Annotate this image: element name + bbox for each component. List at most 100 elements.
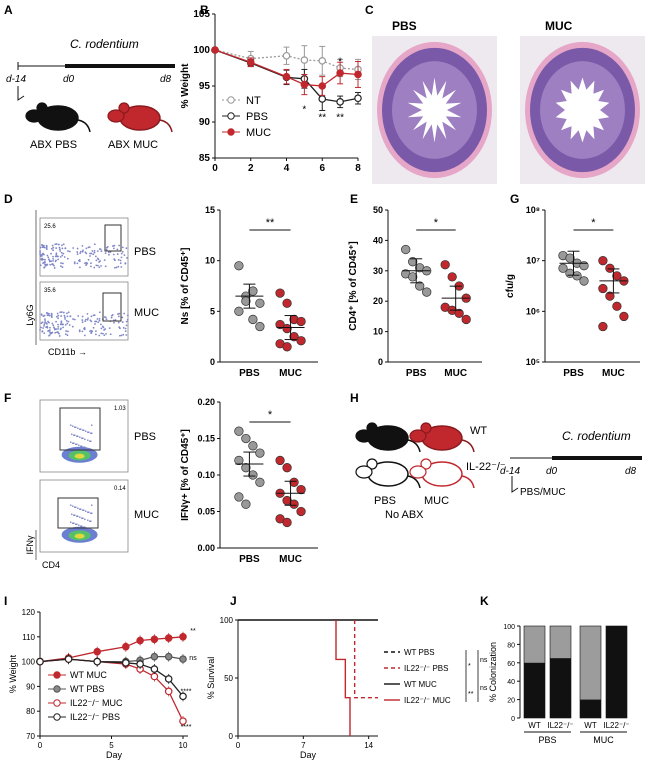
flow-dot [64,316,66,319]
flow-dot [108,251,110,254]
b-sig: ** [336,112,344,123]
panel-label-G: G [510,192,519,206]
f-plot-point [241,463,251,473]
i-ytick-label: 80 [26,707,35,716]
flow-dot [95,320,98,323]
e-plot-ytick-label: 10 [373,327,383,337]
flow-dot [39,250,41,253]
flow-dot [55,253,58,256]
flow-dot [72,425,74,428]
f-plot-xtick-label: MUC [279,554,302,565]
b-ytick-label: 95 [199,81,211,92]
flow-dot [91,330,94,333]
flow-dot [73,261,76,264]
flow-dot [45,247,48,249]
flow-dot [83,327,85,330]
flow-dot [122,326,125,329]
flow-dot [62,243,65,246]
mouse-tail [461,475,475,489]
e-plot-ytick-label: 20 [373,296,383,306]
flow-dot [57,243,60,246]
i-sig: ns [189,655,197,662]
b-ytick-label: 105 [193,9,210,20]
flow-dot [81,437,83,440]
i-point [179,692,187,701]
flow-dot [48,260,51,263]
k-group-label: PBS [538,735,556,745]
flow-dot [61,244,63,247]
flow-dot [65,330,68,332]
h-title: C. rodentium [562,429,631,443]
flow-dot [70,521,72,523]
histo-lumen [407,77,462,143]
flow-dot [96,257,99,260]
i-point [150,652,159,661]
flow-dot [87,519,89,521]
f-plot-point [275,455,285,466]
flow-dot [78,330,81,333]
mouse-tail [159,119,173,133]
flow-dot [79,508,81,511]
flow-dot [48,334,51,337]
b-ytick-label: 100 [193,45,210,56]
flow-gate-value: 1.03 [114,406,126,412]
flow-dot [64,333,67,336]
flow-dot [120,334,123,337]
panel-label-A: A [4,3,13,17]
flow-dot [51,244,54,247]
flow-dot [66,334,69,337]
j-legend-label: IL22⁻/⁻ PBS [404,664,448,673]
d-flow-xaxis: CD11b → [48,347,87,357]
flow-dot [43,314,46,317]
flow-dot [78,444,80,447]
flow-dot [119,262,122,265]
flow-dot [120,252,123,255]
flow-dot [93,243,96,246]
flow-dot [62,311,65,314]
flow-dot [119,259,122,262]
flow-dot [70,441,72,444]
g-plot-point [605,263,615,273]
k-ytick-label: 0 [511,716,515,723]
flow-dot [126,318,129,321]
flow-dot [86,312,89,315]
flow-dot [95,333,97,336]
d-plot-point [241,296,251,306]
flow-dot [53,328,56,331]
flow-dot [124,262,127,265]
flow-dot [52,324,55,327]
f-plot-point [234,426,244,436]
flow-dot [73,434,75,437]
mouse-head [355,465,373,479]
g-plot-point [612,301,622,311]
f-plot-point [296,484,306,495]
flow-dot [72,442,74,445]
flow-dot [92,253,95,256]
f-plot-ylabel: IFNγ+ [% of CD45⁺] [180,429,191,521]
f-plot-xtick-label: PBS [239,554,260,565]
flow-dot [76,435,78,438]
i-ytick-label: 110 [22,633,35,642]
flow-dot [43,325,45,327]
f-plot-sig: * [268,409,273,421]
flow-dot [57,317,60,320]
mouse-head [25,109,43,123]
flow-dot [89,319,92,322]
flow-dot [78,329,81,332]
flow-dot [80,525,82,527]
d-plot-point [255,321,265,332]
i-legend-label: IL22⁻/⁻ PBS [70,712,120,722]
i-point [164,634,173,642]
flow-dot [79,250,82,253]
flow-dot [42,246,45,248]
d-plot-point [296,336,306,346]
flow-dot [75,523,77,525]
j-ytick-label: 50 [224,674,233,683]
flow-dot [79,428,81,431]
flow-dot [47,256,50,259]
flow-dot [59,311,62,314]
j-sig: * [468,663,471,670]
h-d8: d8 [625,466,637,477]
flow-dot [104,252,107,255]
flow-dot [66,315,69,318]
